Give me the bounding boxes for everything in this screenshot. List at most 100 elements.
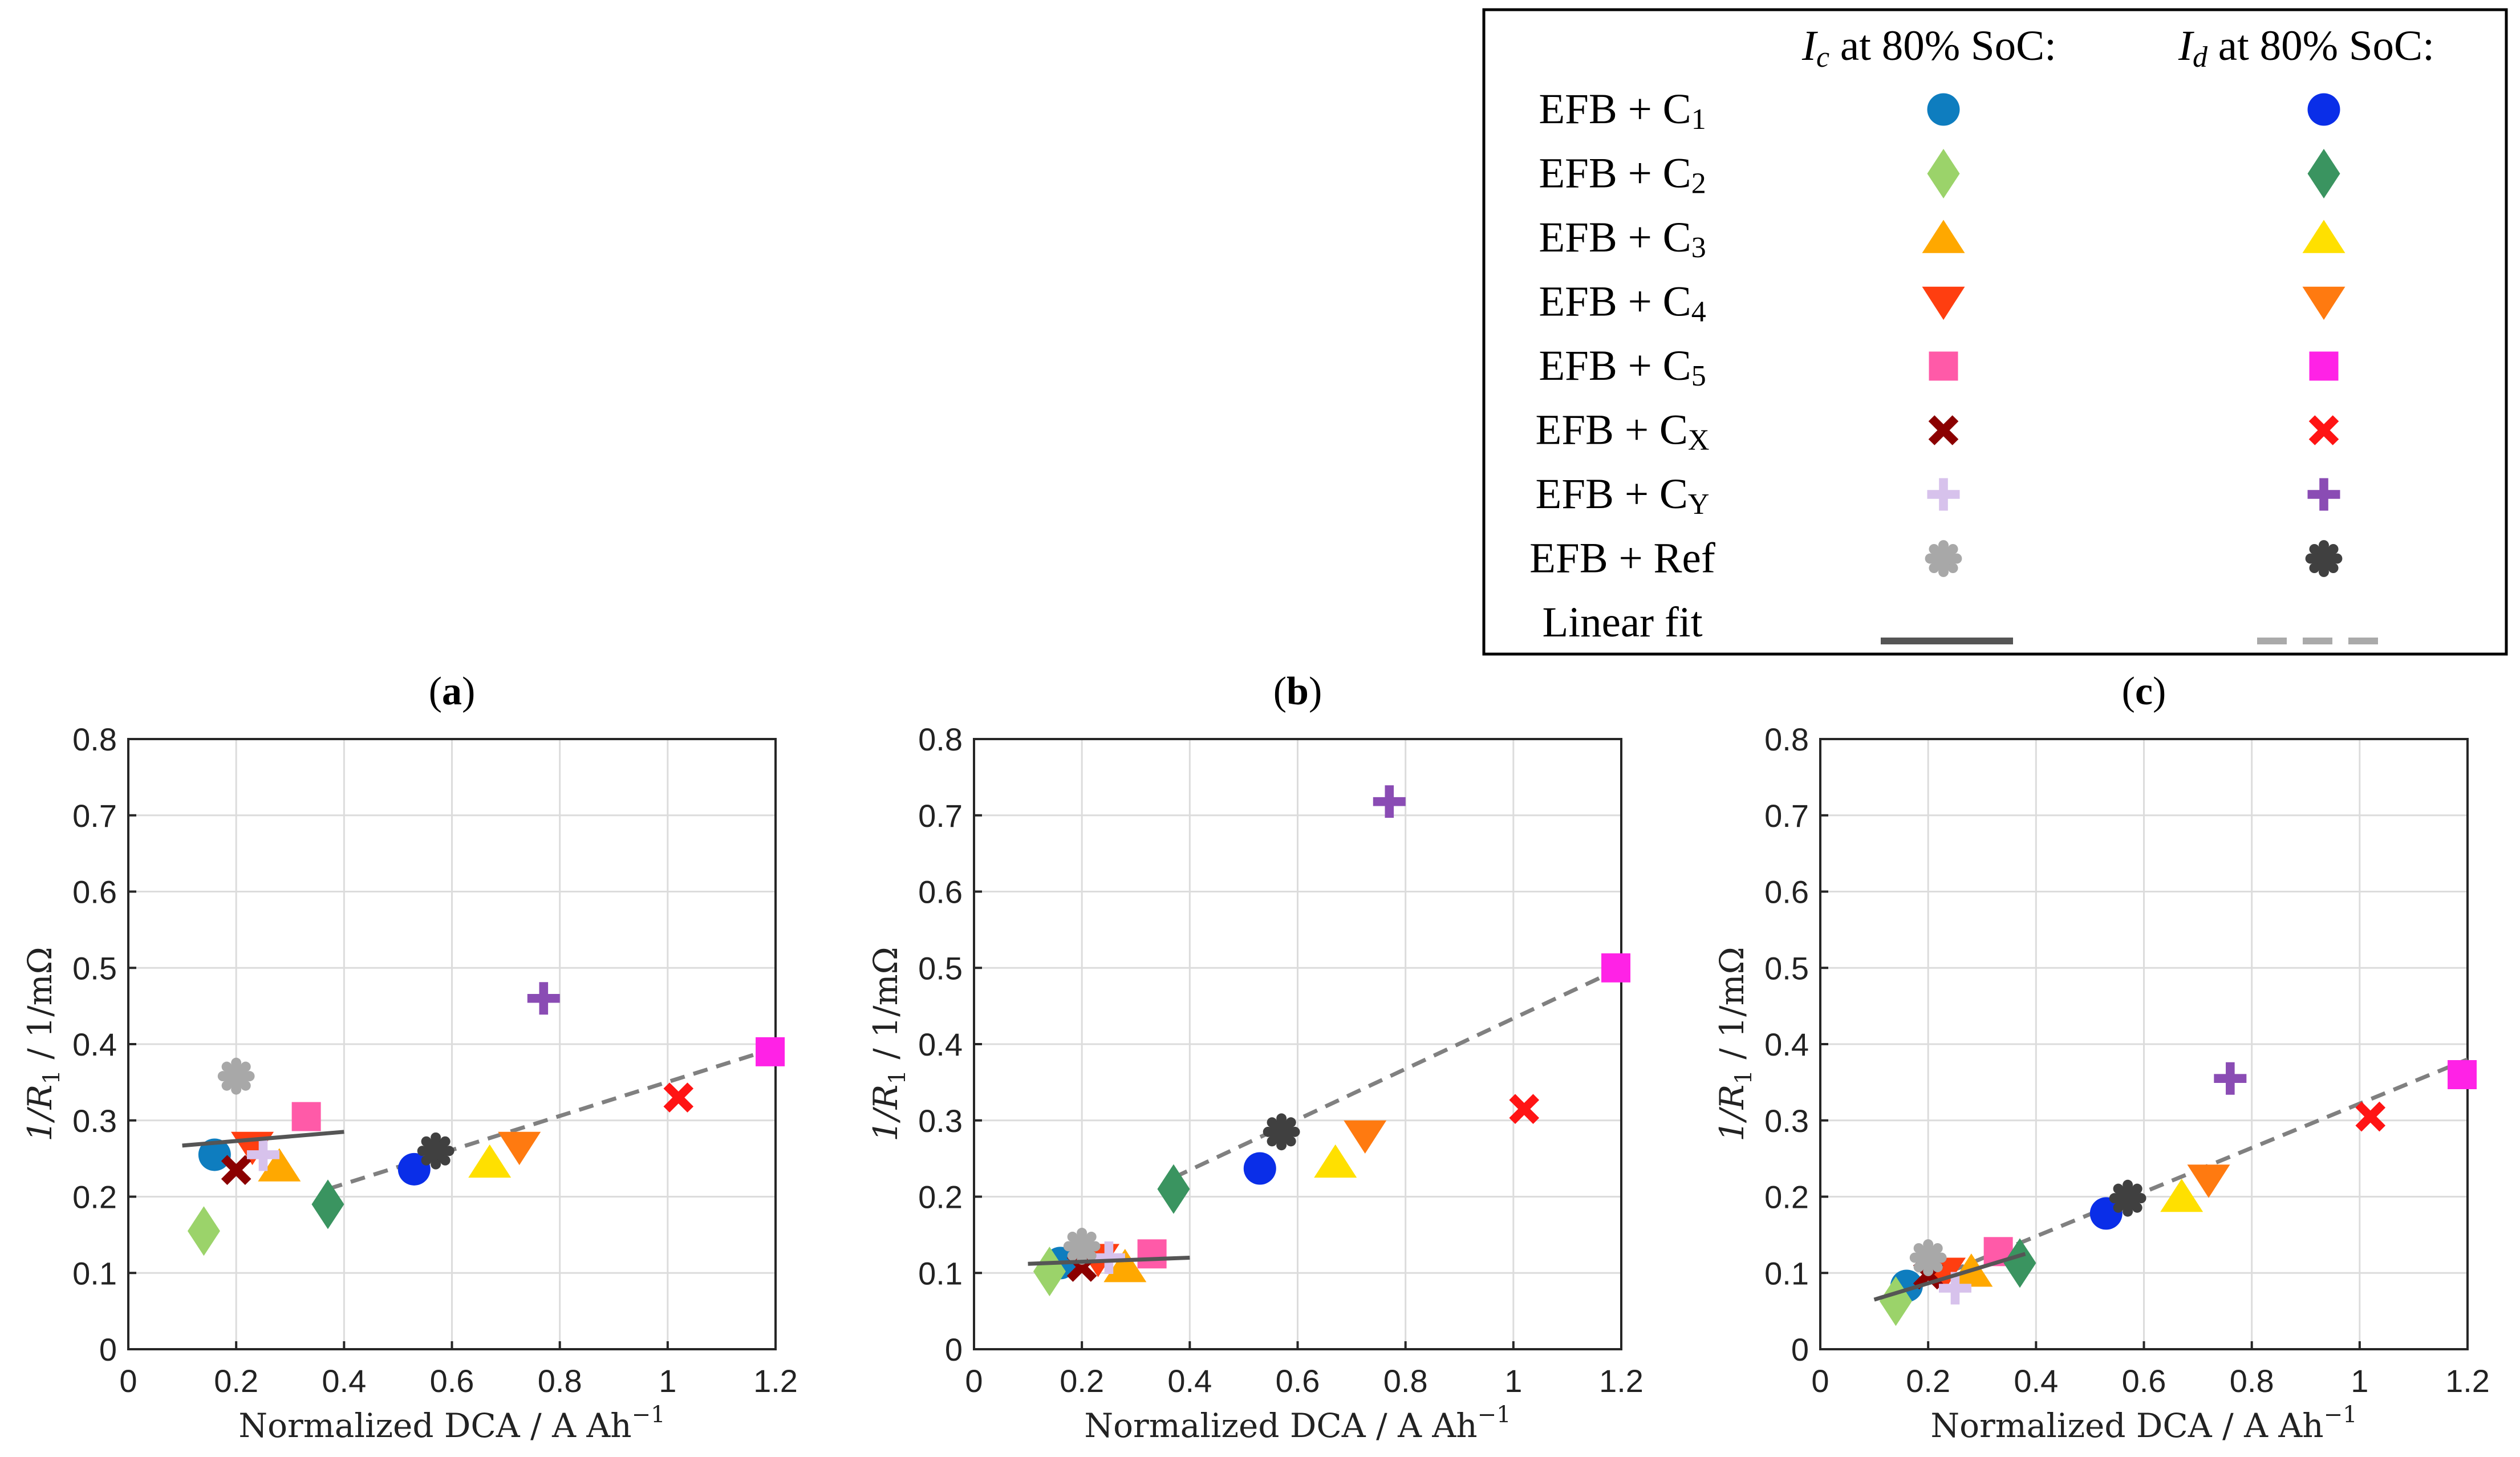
point-discharge-C5 xyxy=(2448,1060,2477,1089)
legend-marker-discharge-C5 xyxy=(2310,352,2339,381)
point-discharge-Ref xyxy=(417,1133,455,1170)
y-tick-label: 0.7 xyxy=(1764,798,1809,834)
legend-label-C4: EFB + C4 xyxy=(1539,278,1706,328)
x-axis-label: Normalized DCA / A Ah−1 xyxy=(1084,1402,1511,1445)
y-tick-label: 0.6 xyxy=(918,874,963,910)
x-tick-label: 1 xyxy=(1504,1363,1522,1399)
x-tick-label: 0.8 xyxy=(2230,1363,2274,1399)
y-axis-label: 1/R1 / 1/mΩ xyxy=(866,947,911,1142)
x-axis-label: Normalized DCA / A Ah−1 xyxy=(1930,1402,2357,1445)
legend-label-Ref: EFB + Ref xyxy=(1529,535,1715,582)
point-charge-Ref xyxy=(218,1058,255,1095)
x-tick-label: 1.2 xyxy=(753,1363,798,1399)
y-tick-label: 0.5 xyxy=(72,950,117,986)
point-discharge-Ref xyxy=(2109,1180,2146,1217)
x-tick-label: 0.8 xyxy=(538,1363,582,1399)
y-tick-label: 0.1 xyxy=(72,1255,117,1291)
point-discharge-C3 xyxy=(2160,1179,2203,1212)
x-tick-label: 0.4 xyxy=(2014,1363,2058,1399)
fit-line-discharge xyxy=(1174,968,1621,1178)
panel-b: (b) 0 0.2 0.4 0.6 0.8 1 1.2 0 0.1 0.2 0.3 0.4 0.5 0.6 0… xyxy=(866,669,1644,1445)
point-discharge-C5 xyxy=(1601,953,1630,983)
point-discharge-C4 xyxy=(498,1132,541,1165)
point-charge-C5 xyxy=(292,1102,321,1131)
y-tick-label: 0.5 xyxy=(918,950,963,986)
chart-panels: (a) 0 0.2 0.4 0.6 0.8 1 1.2 0 0.1 0.2 0.3 0.4 0.5 0.6 0… xyxy=(21,669,2490,1445)
x-tick-label: 0.6 xyxy=(430,1363,474,1399)
y-tick-label: 0.3 xyxy=(1764,1103,1809,1139)
legend-box: Ic at 80% SoC: Id at 80% SoC: EFB + C1 EFB … xyxy=(1484,10,2506,654)
panel-c: (c)0 0.2 0.4 0.6 0.8 1 1.200.10.20.30.40.50.60… xyxy=(1713,669,2490,1445)
panel-title-a: (a) xyxy=(429,669,476,713)
y-tick-label: 0 xyxy=(1791,1332,1809,1367)
point-discharge-Ref xyxy=(1263,1113,1300,1150)
x-tick-label: 0.6 xyxy=(2122,1363,2166,1399)
x-tick-label: 0.4 xyxy=(1167,1363,1212,1399)
point-discharge-C5 xyxy=(756,1037,785,1066)
y-tick-label: 0.8 xyxy=(918,721,963,757)
y-tick-label: 0.4 xyxy=(918,1026,963,1062)
figure: Ic at 80% SoC: Id at 80% SoC: EFB + C1 EFB … xyxy=(0,0,2520,1457)
y-tick-label: 0.2 xyxy=(918,1179,963,1215)
y-tick-label: 0.4 xyxy=(1764,1026,1809,1062)
point-discharge-C4 xyxy=(2188,1164,2230,1198)
point-discharge-CX xyxy=(1512,1097,1536,1121)
y-tick-label: 0.6 xyxy=(72,874,117,910)
panel-title-c: (c) xyxy=(2122,669,2166,713)
legend-marker-charge-C1 xyxy=(1927,94,1960,126)
y-tick-label: 0.1 xyxy=(1764,1255,1809,1291)
legend-marker-charge-C5 xyxy=(1929,352,1958,381)
y-tick-label: 0.7 xyxy=(72,798,117,834)
x-tick-label: 1 xyxy=(659,1363,676,1399)
legend-marker-discharge-C1 xyxy=(2308,94,2340,126)
y-tick-label: 0 xyxy=(99,1332,117,1367)
point-charge-C2 xyxy=(188,1206,220,1256)
x-tick-label: 0 xyxy=(965,1363,983,1399)
point-charge-Ref xyxy=(1910,1239,1947,1276)
x-tick-label: 0.4 xyxy=(322,1363,366,1399)
point-discharge-CY xyxy=(2214,1062,2246,1095)
x-tick-label: 0.2 xyxy=(214,1363,258,1399)
x-axis-label: Normalized DCA / A Ah−1 xyxy=(238,1402,665,1445)
x-tick-label: 0.6 xyxy=(1276,1363,1320,1399)
y-tick-label: 0.4 xyxy=(72,1026,117,1062)
x-tick-label: 0 xyxy=(119,1363,137,1399)
y-tick-label: 0 xyxy=(945,1332,963,1367)
y-tick-label: 0.8 xyxy=(72,721,117,757)
x-tick-label: 1 xyxy=(2351,1363,2368,1399)
point-charge-C5 xyxy=(1138,1239,1167,1268)
legend-marker-charge-Ref xyxy=(1925,540,1962,577)
x-tick-label: 1.2 xyxy=(2445,1363,2490,1399)
point-discharge-C3 xyxy=(1314,1145,1357,1178)
legend-label-C1: EFB + C1 xyxy=(1539,86,1706,136)
x-tick-label: 0 xyxy=(1811,1363,1829,1399)
y-axis-label: 1/R1 / 1/mΩ xyxy=(21,947,65,1142)
x-tick-label: 1.2 xyxy=(1599,1363,1644,1399)
y-tick-label: 0.5 xyxy=(1764,950,1809,986)
legend-label-fit: Linear fit xyxy=(1542,599,1702,646)
panel-a: (a) 0 0.2 0.4 0.6 0.8 1 1.2 0 0.1 0.2 0.3 0.4 0.5 0.6 0… xyxy=(21,669,798,1445)
legend-label-C2: EFB + C2 xyxy=(1539,150,1706,200)
legend-label-CX: EFB + CX xyxy=(1536,407,1710,457)
point-discharge-CX xyxy=(667,1086,691,1110)
y-tick-label: 0.3 xyxy=(72,1103,117,1139)
point-discharge-CY xyxy=(527,982,560,1014)
x-tick-label: 0.2 xyxy=(1060,1363,1104,1399)
y-tick-label: 0.2 xyxy=(1764,1179,1809,1215)
panel-title-b: (b) xyxy=(1273,669,1322,713)
point-discharge-C3 xyxy=(468,1145,511,1178)
legend-header-discharge: Id at 80% SoC: xyxy=(2178,22,2434,74)
x-tick-label: 0.8 xyxy=(1383,1363,1428,1399)
x-tick-label: 0.2 xyxy=(1906,1363,1950,1399)
point-charge-Ref xyxy=(1064,1228,1101,1265)
y-tick-label: 0.3 xyxy=(918,1103,963,1139)
point-discharge-CX xyxy=(2359,1105,2383,1129)
y-tick-label: 0.2 xyxy=(72,1179,117,1215)
y-tick-label: 0.8 xyxy=(1764,721,1809,757)
legend-label-C5: EFB + C5 xyxy=(1539,342,1706,392)
legend-header-charge: Ic at 80% SoC: xyxy=(1801,22,2056,74)
legend-label-C3: EFB + C3 xyxy=(1539,214,1706,264)
point-discharge-CY xyxy=(1373,785,1406,818)
y-tick-label: 0.1 xyxy=(918,1255,963,1291)
y-tick-label: 0.7 xyxy=(918,798,963,834)
